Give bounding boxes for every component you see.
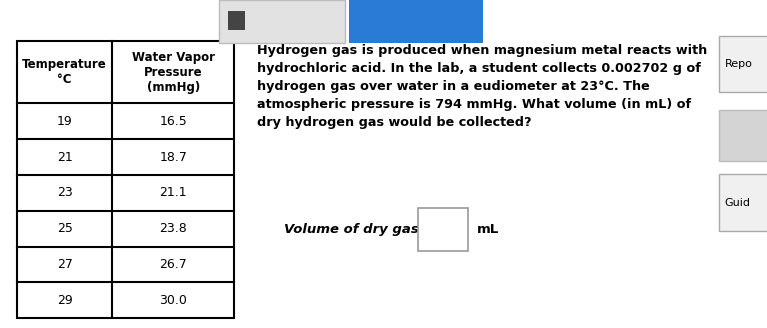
- Bar: [418, 208, 468, 251]
- Text: 25: 25: [57, 222, 73, 235]
- Text: 26.7: 26.7: [160, 258, 187, 271]
- Text: 19: 19: [57, 115, 73, 128]
- Text: 29: 29: [57, 294, 73, 307]
- Text: mL: mL: [477, 223, 499, 236]
- Text: Temperature
°C: Temperature °C: [22, 58, 107, 86]
- Bar: [219, 0, 345, 43]
- Text: 21: 21: [57, 151, 73, 164]
- Text: 27: 27: [57, 258, 73, 271]
- Bar: [719, 110, 767, 161]
- Text: 21.1: 21.1: [160, 186, 187, 199]
- Text: 16.5: 16.5: [160, 115, 187, 128]
- Text: Guid: Guid: [725, 197, 751, 208]
- Text: Volume of dry gas =: Volume of dry gas =: [284, 223, 434, 236]
- Text: 23: 23: [57, 186, 73, 199]
- Bar: [17, 41, 234, 318]
- Text: Repo: Repo: [725, 59, 752, 69]
- Text: 30.0: 30.0: [160, 294, 187, 307]
- Bar: [349, 0, 483, 43]
- Text: 18.7: 18.7: [160, 151, 187, 164]
- Text: Hydrogen gas is produced when magnesium metal reacts with
hydrochloric acid. In : Hydrogen gas is produced when magnesium …: [257, 44, 707, 129]
- Bar: [719, 174, 767, 231]
- Text: 23.8: 23.8: [160, 222, 187, 235]
- Bar: [719, 36, 767, 92]
- Text: Water Vapor
Pressure
(mmHg): Water Vapor Pressure (mmHg): [132, 51, 215, 94]
- Bar: [228, 11, 245, 30]
